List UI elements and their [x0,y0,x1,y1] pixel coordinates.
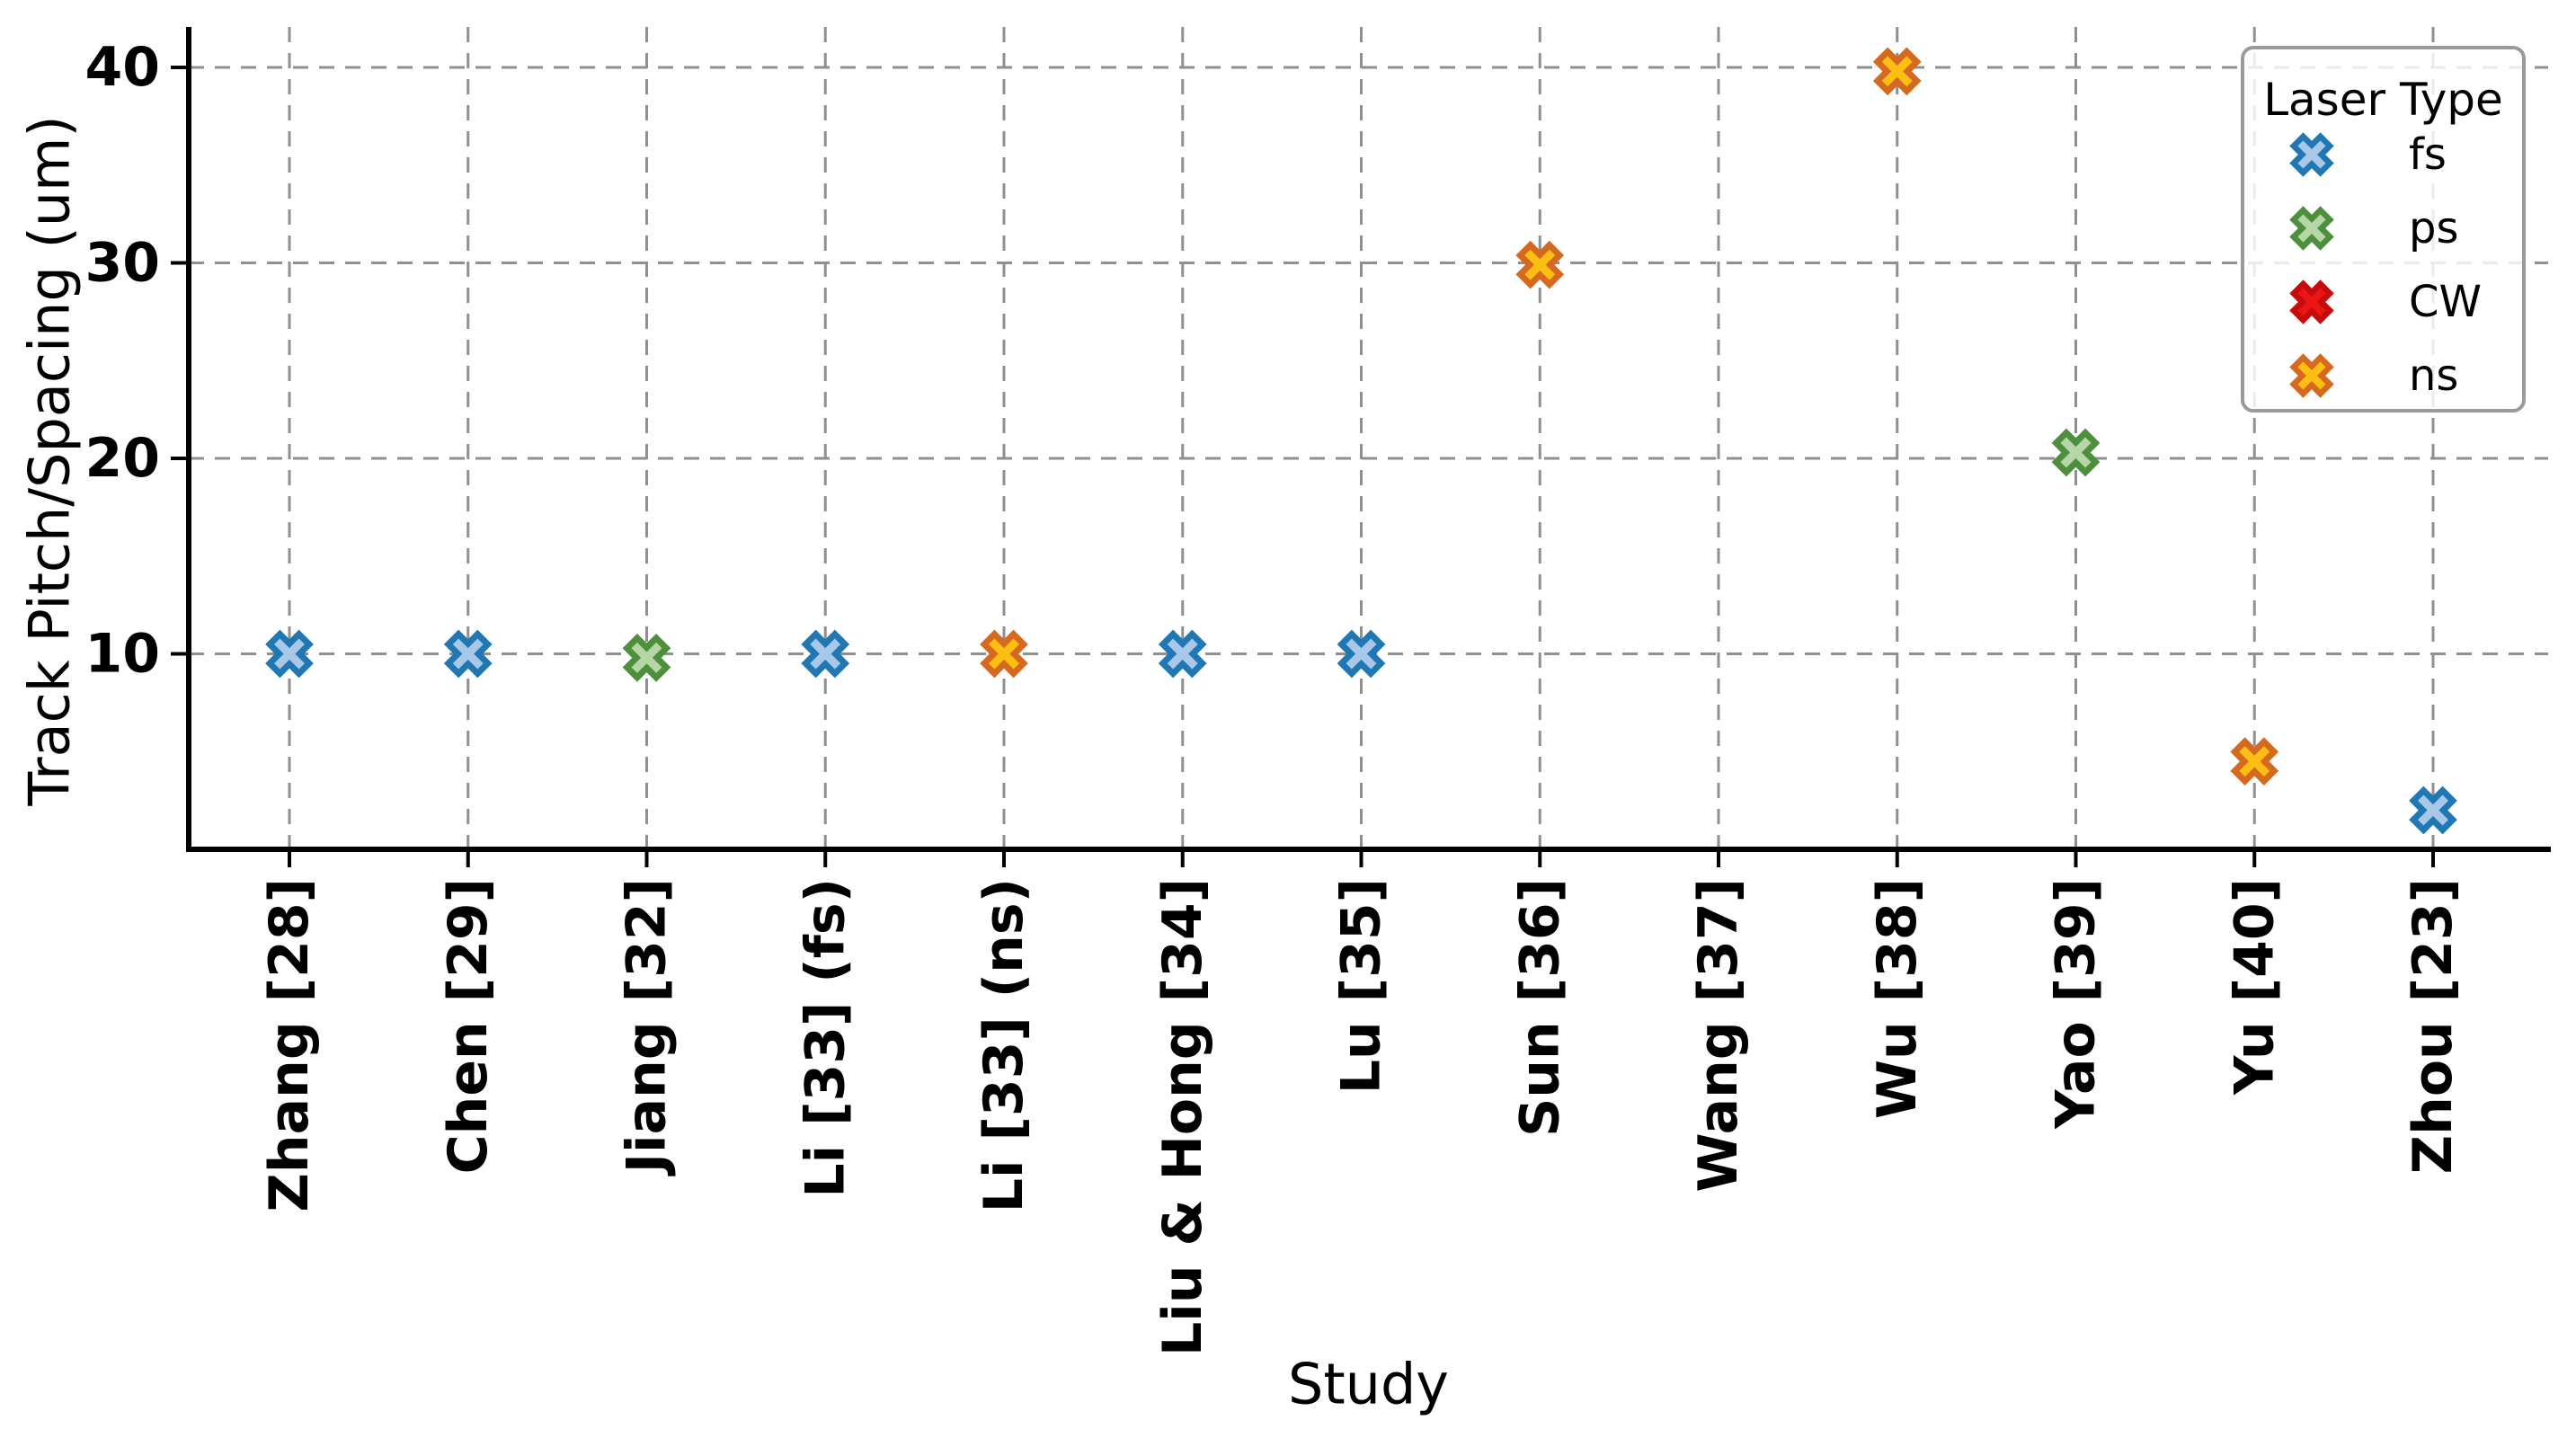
x-tick-label: Zhang [28] [258,878,321,1212]
legend-marker-fs [2289,132,2334,177]
y-tick-label: 10 [85,623,161,686]
x-tick-label: Wang [37] [1687,878,1750,1192]
data-point-fs [801,629,850,679]
y-axis-label: Track Pitch/Spacing (um) [17,115,83,806]
legend-marker-ps [2289,206,2334,251]
data-point-ps [622,633,671,682]
legend-entry-label: ps [2409,203,2458,253]
x-tick-label: Yao [39] [2045,878,2108,1130]
y-tick-label: 30 [85,232,161,295]
data-point-ps [2051,428,2101,477]
x-tick-label: Liu & Hong [34] [1151,878,1214,1356]
data-point-fs [1337,629,1386,679]
y-tick-label: 40 [85,36,161,99]
legend-entry-label: fs [2409,129,2447,180]
data-point-ns [2230,737,2279,786]
x-tick-label: Jiang [32] [616,878,679,1176]
x-tick-label: Li [33] (fs) [794,878,857,1198]
x-tick-label: Li [33] (ns) [973,878,1035,1212]
x-tick-label: Lu [35] [1330,878,1393,1094]
legend-entry-label: ns [2409,351,2458,401]
x-tick-label: Sun [36] [1508,878,1571,1137]
x-axis-label: Study [1288,1352,1449,1417]
data-point-fs [2409,786,2457,835]
legend-marker-CW [2289,280,2334,324]
x-tick-label: Yu [40] [2223,878,2286,1096]
y-tick-label: 20 [85,427,161,490]
legend-box [2241,46,2526,413]
data-point-fs [1158,629,1207,679]
data-point-ns [980,629,1028,679]
x-tick-label: Chen [29] [437,878,500,1174]
legend-marker-ns [2289,353,2334,398]
x-tick-label: Wu [38] [1866,878,1929,1119]
data-point-fs [265,629,314,679]
legend-title: Laser Type [2263,74,2503,126]
data-point-ns [1515,240,1565,289]
data-point-ns [1872,47,1922,96]
data-point-fs [443,629,493,679]
legend-entry-label: CW [2409,277,2482,327]
x-tick-label: Zhou [23] [2402,878,2465,1174]
